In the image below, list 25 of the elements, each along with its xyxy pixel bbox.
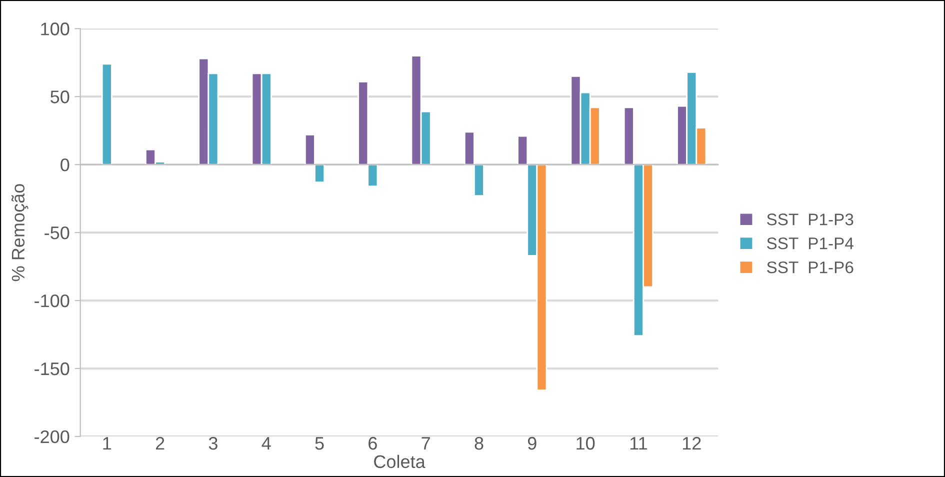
y-tick-label: 0 bbox=[60, 158, 70, 172]
x-tick-label: 7 bbox=[422, 437, 430, 450]
bar bbox=[101, 63, 112, 166]
y-tick-label: -100 bbox=[34, 294, 70, 308]
x-tick-label: 8 bbox=[474, 436, 484, 450]
legend-label: SST P1-P4 bbox=[767, 237, 854, 250]
x-tick-label: 12 bbox=[682, 436, 701, 450]
y-tick-label: 100 bbox=[41, 22, 70, 36]
x-tick-label: 4 bbox=[262, 437, 271, 450]
x-tick-label: 11 bbox=[630, 437, 647, 450]
x-tick-label: 3 bbox=[208, 436, 218, 450]
x-tick-label: 2 bbox=[156, 436, 164, 450]
y-tick-label: -200 bbox=[34, 430, 70, 444]
y-tick-label: 50 bbox=[50, 90, 70, 104]
x-axis-title: Coleta bbox=[374, 454, 426, 468]
x-tick-label: 10 bbox=[576, 436, 595, 450]
x-tick-label: 6 bbox=[368, 436, 377, 450]
y-tick-label: -50 bbox=[44, 226, 70, 240]
y-axis-title: % Remoção bbox=[11, 184, 28, 282]
y-tick-label: -150 bbox=[34, 362, 70, 376]
x-tick-label: 1 bbox=[103, 437, 112, 450]
legend-label: SST P1-P6 bbox=[767, 261, 854, 274]
legend-label: SST P1-P3 bbox=[767, 214, 854, 226]
x-tick-label: 5 bbox=[315, 437, 324, 450]
x-tick-label: 9 bbox=[528, 436, 536, 450]
